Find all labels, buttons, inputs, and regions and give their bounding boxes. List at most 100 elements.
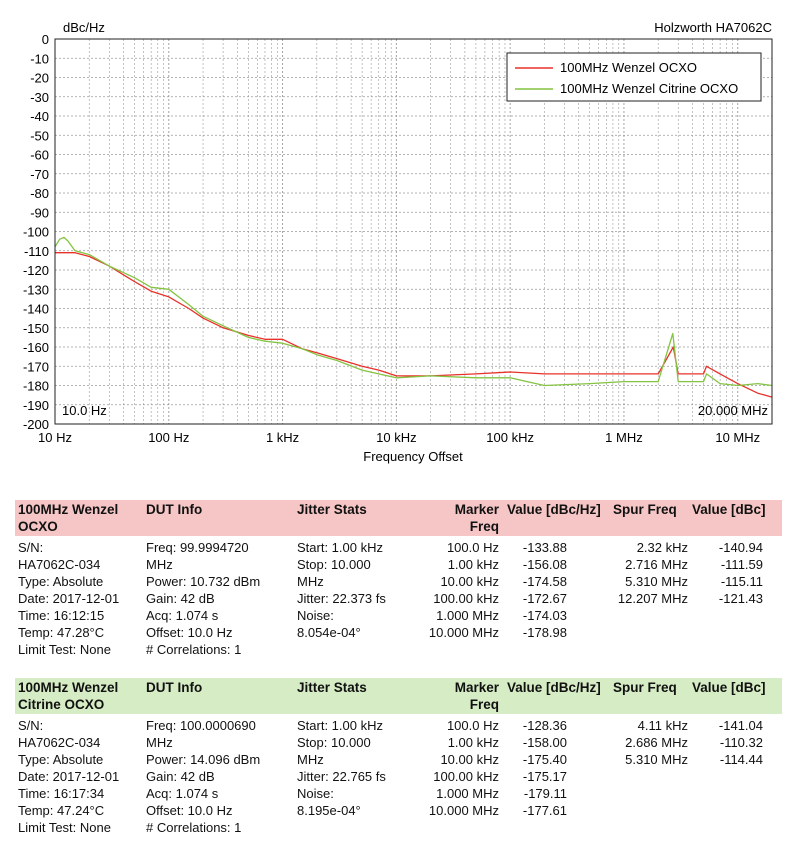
list-item: S/N: bbox=[18, 718, 44, 733]
marker-freq-column: 100.0 Hz 1.00 kHz 10.00 kHz 100.00 kHz 1… bbox=[410, 717, 499, 819]
list-item: 1.000 MHz bbox=[436, 608, 499, 623]
list-item: S/N: bbox=[18, 540, 44, 555]
jitter-stats-header: Jitter Stats bbox=[297, 502, 367, 517]
y-tick-label: -160 bbox=[23, 340, 49, 355]
list-item: Type: Absolute bbox=[18, 574, 104, 589]
list-item: Start: 1.00 kHz bbox=[297, 718, 383, 733]
spur-value-column: -141.04 -110.32 -114.44 bbox=[705, 717, 763, 768]
legend-label-wenzel: 100MHz Wenzel OCXO bbox=[560, 60, 697, 75]
y-tick-labels: 0 -10 -20 -30 -40 -50 -60 -70 -80 -90 -100 -110 -120… bbox=[23, 32, 49, 432]
list-item: -128.36 bbox=[522, 718, 567, 733]
list-item: Noise: bbox=[297, 608, 334, 623]
list-item: Noise: bbox=[297, 786, 334, 801]
list-item: -179.11 bbox=[523, 786, 567, 801]
list-item: Acq: 1.074 s bbox=[146, 608, 219, 623]
device-info-column: S/N: HA7062C-034 Type: Absolute Date: 20… bbox=[18, 539, 119, 658]
y-tick-label: -90 bbox=[30, 205, 49, 220]
y-tick-label: -20 bbox=[30, 71, 49, 86]
list-item: 5.310 MHz bbox=[625, 752, 688, 767]
list-item: 2.716 MHz bbox=[625, 557, 688, 572]
y-tick-label: -170 bbox=[23, 359, 49, 374]
marker-freq-header: Marker Freq bbox=[454, 502, 499, 534]
x-tick-labels: 10 Hz 100 Hz 1 kHz 10 kHz 100 kHz 1 MHz 10 MHz bbox=[38, 430, 760, 445]
series-line-citrine bbox=[54, 236, 773, 387]
list-item: Date: 2017-12-01 bbox=[18, 591, 120, 606]
list-item: -175.40 bbox=[522, 752, 567, 767]
list-item: 100.00 kHz bbox=[433, 769, 499, 784]
x-tick-label: 100 kHz bbox=[486, 430, 534, 445]
list-item: -156.08 bbox=[522, 557, 567, 572]
spur-value-header: Value [dBc] bbox=[692, 680, 766, 695]
list-item: -172.67 bbox=[522, 591, 567, 606]
device-info-column: S/N: HA7062C-034 Type: Absolute Date: 20… bbox=[18, 717, 119, 836]
results-table-citrine: 100MHz Wenzel Citrine OCXO DUT Info Jitt… bbox=[15, 678, 782, 836]
list-item: -111.59 bbox=[720, 557, 763, 572]
y-tick-label: -30 bbox=[30, 90, 49, 105]
y-tick-label: -200 bbox=[23, 417, 49, 432]
y-tick-label: -80 bbox=[30, 186, 49, 201]
value-header: Value [dBc/Hz] bbox=[507, 502, 601, 517]
list-item: 100.0 Hz bbox=[446, 718, 499, 733]
table-body: S/N: HA7062C-034 Type: Absolute Date: 20… bbox=[15, 536, 782, 658]
list-item: Offset: 10.0 Hz bbox=[146, 803, 233, 818]
list-item: Offset: 10.0 Hz bbox=[146, 625, 233, 640]
list-item: Acq: 1.074 s bbox=[146, 786, 219, 801]
list-item: -158.00 bbox=[522, 735, 567, 750]
y-tick-label: -110 bbox=[24, 244, 49, 259]
x-tick-label: 10 kHz bbox=[376, 430, 416, 445]
marker-value-column: -133.88 -156.08 -174.58 -172.67 -174.03 … bbox=[505, 539, 567, 641]
list-item: -133.88 bbox=[522, 540, 567, 555]
list-item: Power: 14.096 dBm bbox=[146, 752, 261, 767]
results-table-wenzel: 100MHz Wenzel OCXO DUT Info Jitter Stats… bbox=[15, 500, 782, 658]
range-end-label: 20.000 MHz bbox=[698, 403, 768, 418]
list-item: 100.00 kHz bbox=[433, 591, 499, 606]
dut-info-header: DUT Info bbox=[146, 502, 203, 517]
jitter-stats-header: Jitter Stats bbox=[297, 680, 367, 695]
x-tick-label: 100 Hz bbox=[148, 430, 189, 445]
value-header: Value [dBc/Hz] bbox=[507, 680, 601, 695]
chart-series bbox=[54, 236, 773, 398]
list-item: Gain: 42 dB bbox=[146, 769, 215, 784]
y-tick-label: -180 bbox=[23, 379, 49, 394]
list-item: MHz bbox=[297, 574, 324, 589]
list-item: 1.00 kHz bbox=[447, 735, 499, 750]
spur-freq-header: Spur Freq bbox=[613, 502, 677, 517]
spur-freq-column: 2.32 kHz 2.716 MHz 5.310 MHz 12.207 MHz bbox=[595, 539, 688, 607]
spur-value-column: -140.94 -111.59 -115.11 -121.43 bbox=[705, 539, 763, 607]
y-tick-label: -140 bbox=[23, 302, 49, 317]
list-item: 4.11 kHz bbox=[637, 718, 688, 733]
x-tick-label: 10 MHz bbox=[715, 430, 760, 445]
spur-freq-column: 4.11 kHz 2.686 MHz 5.310 MHz bbox=[595, 717, 688, 768]
list-item: Time: 16:12:15 bbox=[18, 608, 105, 623]
dut-info-column: Freq: 100.0000690 MHz Power: 14.096 dBm … bbox=[146, 717, 260, 836]
list-item: -175.17 bbox=[522, 769, 567, 784]
list-item: Power: 10.732 dBm bbox=[146, 574, 261, 589]
list-item: -177.61 bbox=[522, 803, 567, 818]
x-axis-label: Frequency Offset bbox=[363, 449, 463, 464]
y-tick-label: -130 bbox=[23, 282, 49, 297]
list-item: Jitter: 22.765 fs bbox=[297, 769, 386, 784]
list-item: 12.207 MHz bbox=[617, 591, 688, 606]
jitter-stats-column: Start: 1.00 kHz Stop: 10.000 MHz Jitter:… bbox=[297, 539, 386, 641]
series-line-wenzel bbox=[55, 252, 773, 398]
list-item: -178.98 bbox=[522, 625, 567, 640]
table-header: 100MHz Wenzel Citrine OCXO DUT Info Jitt… bbox=[15, 678, 782, 714]
list-item: Stop: 10.000 bbox=[297, 557, 371, 572]
legend-label-citrine: 100MHz Wenzel Citrine OCXO bbox=[560, 81, 738, 96]
jitter-stats-column: Start: 1.00 kHz Stop: 10.000 MHz Jitter:… bbox=[297, 717, 386, 819]
y-tick-label: -150 bbox=[23, 321, 49, 336]
list-item: Stop: 10.000 bbox=[297, 735, 371, 750]
marker-value-column: -128.36 -158.00 -175.40 -175.17 -179.11 … bbox=[505, 717, 567, 819]
list-item: -141.04 bbox=[718, 718, 763, 733]
x-tick-label: 1 kHz bbox=[266, 430, 299, 445]
y-tick-label: -70 bbox=[30, 167, 49, 182]
list-item: Freq: 99.9994720 bbox=[146, 540, 249, 555]
list-item: 100.0 Hz bbox=[446, 540, 499, 555]
list-item: # Correlations: 1 bbox=[146, 642, 242, 657]
y-tick-label: -10 bbox=[30, 51, 49, 66]
list-item: Date: 2017-12-01 bbox=[18, 769, 120, 784]
list-item: 8.195e-04° bbox=[297, 803, 361, 818]
list-item: Type: Absolute bbox=[18, 752, 104, 767]
list-item: Gain: 42 dB bbox=[146, 591, 215, 606]
list-item: MHz bbox=[146, 735, 173, 750]
